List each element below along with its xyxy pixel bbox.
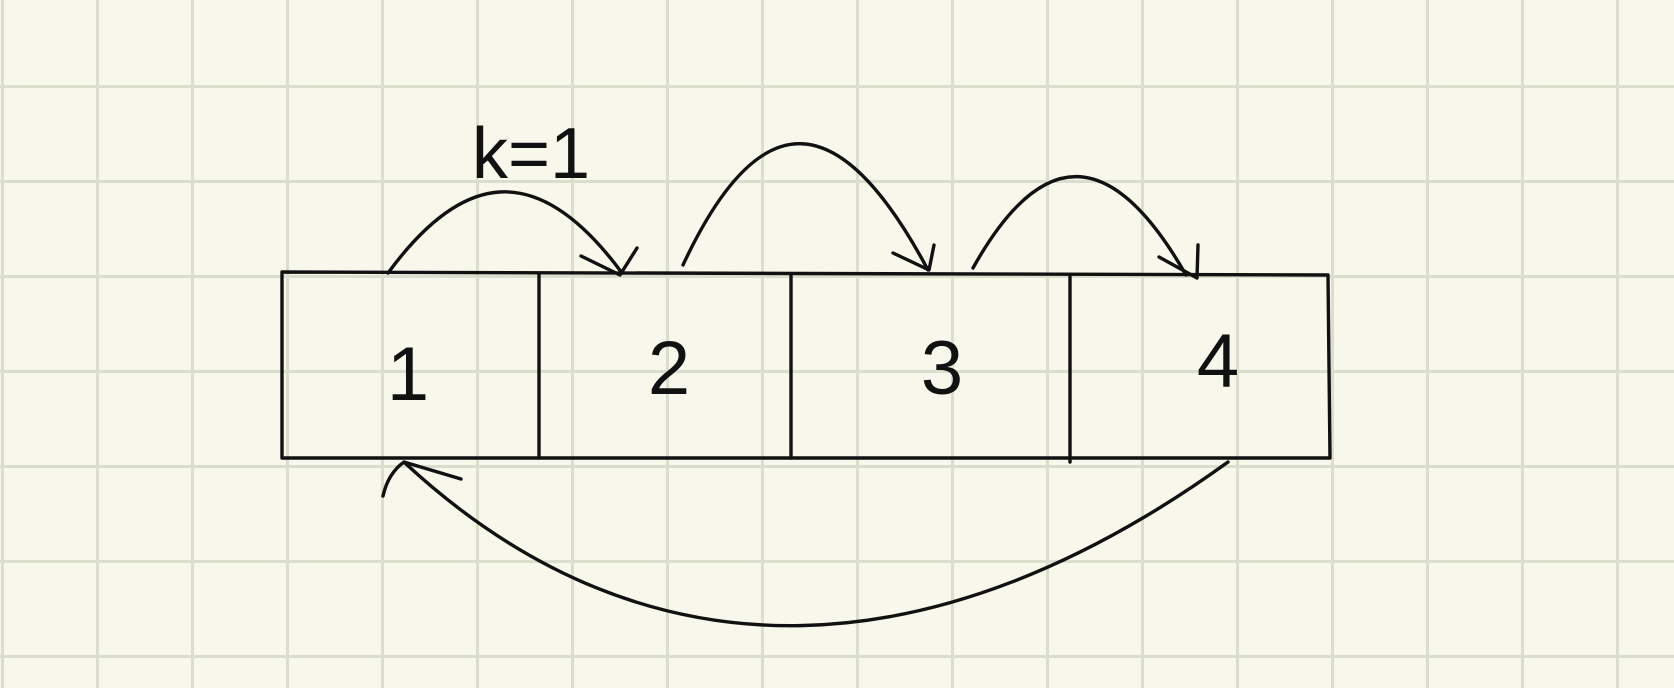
arrow-3-to-4 [971, 175, 1200, 280]
shift-annotation: k=1 [472, 114, 590, 194]
arrow-4-to-1 [381, 460, 1230, 628]
cell-label-1: 1 [387, 332, 429, 417]
cell-label-4: 4 [1197, 319, 1239, 404]
cell-label-3: 3 [921, 326, 963, 411]
arrow-2-to-3 [681, 142, 936, 272]
cell-label-2: 2 [648, 326, 690, 411]
array-box-outline [280, 270, 1332, 460]
arrow-1-to-2 [386, 190, 639, 277]
